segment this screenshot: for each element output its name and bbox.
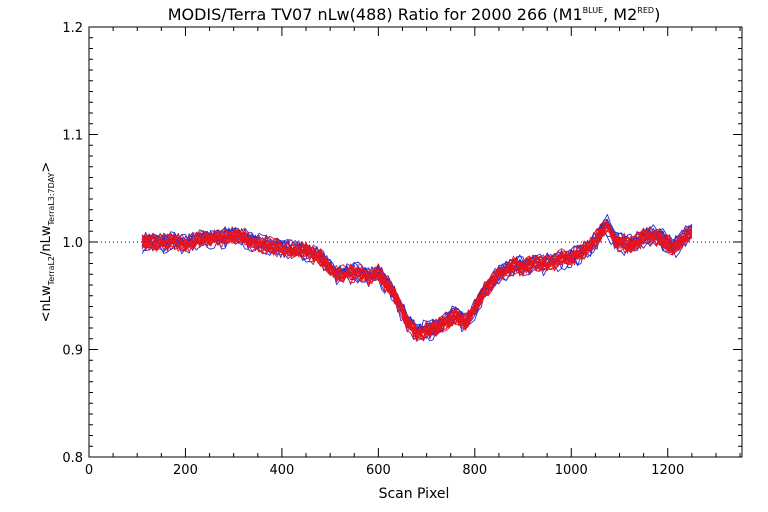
x-tick-label: 400	[269, 463, 294, 478]
y-tick-label: 1.1	[62, 129, 83, 144]
x-tick-label: 600	[366, 463, 391, 478]
series-line-m1	[142, 230, 693, 341]
chart-title: MODIS/Terra TV07 nLw(488) Ratio for 2000…	[168, 5, 661, 24]
title-mid: , M2	[603, 5, 637, 24]
x-tick-label: 1000	[555, 463, 588, 478]
y-tick-label: 0.9	[62, 344, 83, 359]
title-end: )	[654, 5, 660, 24]
title-sup-red: RED	[637, 6, 654, 15]
y-tick-label: 1.0	[62, 236, 83, 251]
x-axis-label: Scan Pixel	[379, 486, 450, 502]
ylabel-mid: /nLw	[39, 225, 54, 256]
y-tick-label: 0.8	[62, 451, 83, 466]
y-tick-label: 1.2	[62, 21, 83, 36]
ylabel-close: >	[39, 162, 54, 173]
ylabel-sub1: TerraL2	[47, 256, 56, 286]
title-main: MODIS/Terra TV07 nLw(488) Ratio for 2000…	[168, 5, 583, 24]
x-tick-label: 0	[85, 463, 93, 478]
y-axis-label: <nLwTerraL2/nLwTerraL3:7DAY>	[39, 162, 56, 323]
ylabel-sub2: TerraL3:7DAY	[47, 172, 56, 226]
x-tick-label: 800	[462, 463, 487, 478]
series-line-m2	[141, 221, 693, 333]
x-tick-label: 200	[173, 463, 198, 478]
series-line-m2	[141, 221, 692, 339]
series-line-m2	[141, 225, 693, 338]
series-line-m2	[141, 225, 692, 342]
series-line-m2	[141, 218, 693, 337]
title-sup-blue: BLUE	[583, 6, 603, 15]
ylabel-open: <nLw	[39, 285, 54, 322]
x-tick-label: 1200	[651, 463, 684, 478]
